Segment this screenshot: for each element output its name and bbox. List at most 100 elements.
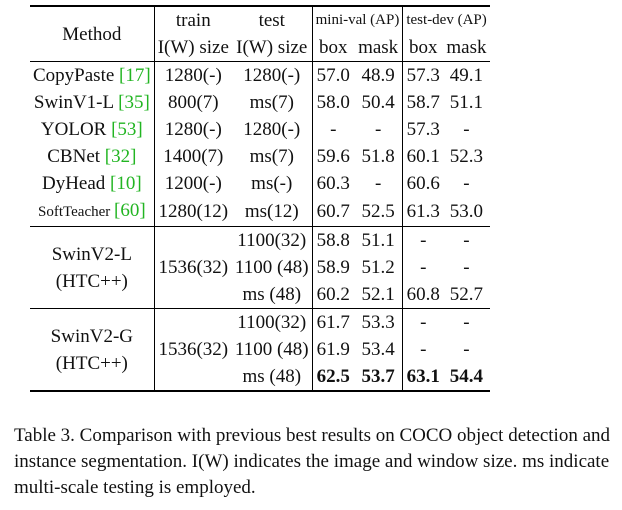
testdev-box: - [402,308,444,336]
method-name: SwinV2-G (HTC++) [30,308,155,391]
header-test-top: test [231,6,313,34]
test-size: 1280(-) [231,61,313,89]
train-size: 1536(32) [154,308,232,391]
test-size: ms (48) [231,281,313,309]
minival-box: 57.0 [312,61,354,89]
header-td-box: box [408,37,438,58]
method-sublabel: (HTC++) [55,352,128,374]
testdev-box: 57.3 [402,61,444,89]
method-sublabel: (HTC++) [55,270,128,292]
method-label: DyHead [41,173,111,194]
train-size: 1200(-) [164,173,222,194]
header-minival: mini-val (AP) [312,6,404,34]
testdev-mask: 51.1 [449,92,484,113]
minival-mask: 48.9 [353,61,404,89]
header-method: Method [30,6,155,62]
test-size: ms(12) [231,197,313,227]
citation: [53] [111,119,143,140]
method-name: DyHead [10] [30,170,155,197]
minival-box: 59.6 [316,146,350,167]
testdev-mask: 52.3 [449,146,484,167]
testdev-mask: - [463,339,470,360]
train-size: 1280(-) [154,61,232,89]
minival-mask: 52.5 [353,197,404,227]
testdev-box: - [420,257,427,278]
minival-mask: 51.1 [353,226,404,254]
minival-box: 60.3 [316,173,350,194]
table-row: SwinV2-L (HTC++) 1536(32) 1100(32) 58.8 51.1-… [30,226,490,309]
results-table: Method train test mini-val (AP) test-dev… [30,5,490,392]
header-mv-box: box [318,37,348,58]
minival-box: 61.9 [316,339,350,360]
minival-box: 58.0 [316,92,350,113]
testdev-box: 60.1 [406,146,440,167]
method-name: CopyPaste [17] [30,61,155,89]
table-row: SwinV1-L [35] 800(7) ms(7) 58.0 50.4 58.7 51.1 [30,89,490,116]
train-size: 1280(-) [164,119,222,140]
method-name: SwinV2-L (HTC++) [30,226,155,309]
header-test-bottom: I(W) size [231,34,313,62]
table-row: ms (48) 62.5 53.7 63.1 54.4 [30,363,490,391]
test-size: 1100 (48) [231,254,313,281]
testdev-box: 58.7 [406,92,440,113]
testdev-mask: - [463,257,470,278]
minival-box: 61.7 [312,308,354,336]
train-size: 1536(32) [154,226,232,309]
citation: [17] [119,65,151,86]
method-name: YOLOR [53] [30,116,155,143]
citation: [32] [104,146,137,167]
table-row: YOLOR [53] 1280(-) 1280(-) - -57.3- [30,116,490,143]
minival-mask: 53.7 [353,363,404,391]
method-label: YOLOR [40,119,112,140]
method-label: SwinV1-L [33,92,119,113]
method-name: SoftTeacher [60] [30,197,155,227]
method-label: CopyPaste [33,65,120,86]
testdev-mask: 49.1 [443,61,490,89]
testdev-mask: - [443,308,490,336]
citation: [35] [118,92,150,113]
table-row: SwinV2-G (HTC++) 1536(32) 1100(32) 61.7 53.3-… [30,308,490,391]
train-size: 800(7) [167,92,219,113]
method-name: CBNet [32] [30,143,155,170]
minival-mask: 52.1 [353,281,404,309]
minival-mask: 53.3 [353,308,404,336]
header-train-bottom: I(W) size [157,37,229,58]
testdev-mask: - [443,226,490,254]
testdev-mask: - [463,173,470,194]
method-label: CBNet [47,146,105,167]
header-td-mask: mask [446,37,487,58]
testdev-mask: - [463,119,470,140]
table-row: ms (48) 60.2 52.1 60.8 52.7 [30,281,490,309]
table-row: DyHead [10] 1200(-) ms(-) 60.3-60.6- [30,170,490,197]
method-label: SoftTeacher [38,204,115,220]
method-label: SwinV2-L [51,243,132,265]
testdev-box: 61.3 [406,201,440,222]
header-mv-mask: mask [353,34,404,62]
testdev-box: 60.8 [406,284,440,305]
minival-mask: 53.4 [353,336,404,363]
testdev-box: 57.3 [406,119,440,140]
citation: [60] [114,200,146,221]
table-row: CBNet [32] 1400(7) ms(7) 59.6 51.8 60.1 52.3 [30,143,490,170]
table-row: SoftTeacher [60] 1280(12) ms(12) 60.7 52.5 61… [30,197,490,227]
minival-mask: - [353,170,404,197]
table-row: 1100 (48) 58.9 51.2- - [30,254,490,281]
minival-box: 60.7 [316,201,350,222]
minival-mask: 50.4 [353,89,404,116]
header-train-top: train [175,10,211,31]
testdev-box: - [402,226,444,254]
method-name: SwinV1-L [35] [30,89,155,116]
test-size: ms(7) [231,89,313,116]
test-size: ms(-) [231,170,313,197]
test-size: ms(7) [231,143,313,170]
minival-box: - [330,119,337,140]
table-caption: Table 3. Comparison with previous best r… [14,425,611,498]
minival-box: 60.2 [316,284,350,305]
testdev-mask: 52.7 [449,284,484,305]
testdev-box: 60.6 [406,173,440,194]
testdev-mask: 54.4 [449,366,484,387]
header-row-1: Method train test mini-val (AP) test-dev… [30,6,490,62]
minival-box: 58.8 [312,226,354,254]
test-size: 1100(32) [231,226,313,254]
minival-box: 62.5 [316,366,350,387]
